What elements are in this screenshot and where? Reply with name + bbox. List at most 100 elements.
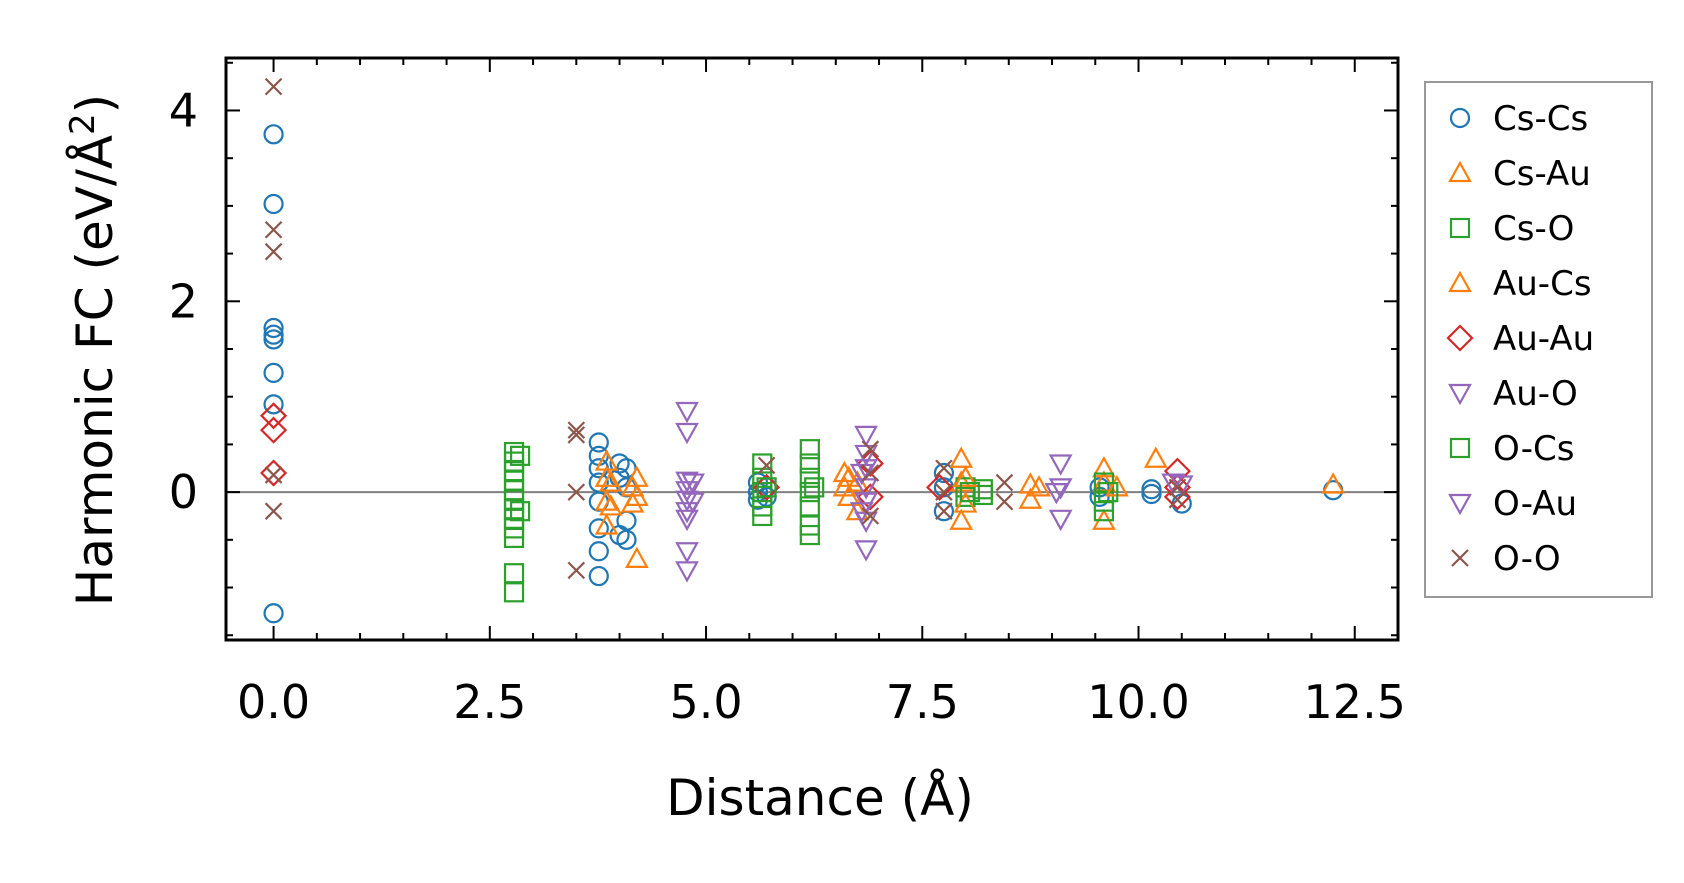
data-point xyxy=(926,473,954,501)
legend-marker xyxy=(1448,493,1472,516)
data-point xyxy=(588,432,609,453)
legend-item: Cs-Cs xyxy=(1449,99,1588,139)
legend-label: O-O xyxy=(1493,539,1561,579)
data-point xyxy=(799,439,820,460)
legend-marker xyxy=(1448,160,1472,183)
data-point xyxy=(1163,457,1191,485)
series-cs-au xyxy=(594,446,1345,569)
data-point xyxy=(616,529,637,550)
legend-marker xyxy=(1448,270,1472,293)
y-tick-label: 2 xyxy=(169,274,198,328)
data-point xyxy=(861,464,880,482)
legend-item: Au-O xyxy=(1448,374,1578,414)
legend: Cs-Cs Cs-Au Cs-O Au-Cs Au-Au Au-O O-Cs O-Au O-O xyxy=(1424,81,1653,598)
data-point xyxy=(567,421,586,439)
data-point xyxy=(854,425,878,448)
data-point xyxy=(752,505,773,527)
legend-item: O-Cs xyxy=(1449,429,1574,469)
series-cs-o xyxy=(503,439,1115,603)
data-point xyxy=(757,456,776,475)
data-point xyxy=(263,362,284,383)
x-tick-label: 5.0 xyxy=(669,675,742,729)
data-point xyxy=(594,465,619,487)
data-point xyxy=(1044,483,1069,505)
data-point xyxy=(933,462,955,484)
data-point xyxy=(588,565,609,587)
x-tick-label: 0.0 xyxy=(237,675,310,729)
legend-item: Cs-O xyxy=(1449,209,1574,249)
plot-frame xyxy=(224,56,1400,642)
legend-label: Cs-Cs xyxy=(1493,99,1588,139)
data-point xyxy=(1161,473,1185,495)
data-point xyxy=(260,402,288,430)
data-point xyxy=(263,193,284,215)
data-point xyxy=(861,440,880,458)
data-point xyxy=(620,491,645,513)
data-point xyxy=(854,540,878,562)
data-point xyxy=(264,77,283,96)
data-point xyxy=(1027,475,1051,497)
data-point xyxy=(1098,482,1119,503)
data-point xyxy=(1048,454,1073,476)
data-point xyxy=(594,489,619,511)
data-point xyxy=(263,124,284,145)
data-point xyxy=(959,482,980,503)
legend-item: O-Au xyxy=(1448,484,1577,524)
data-point xyxy=(995,492,1014,511)
data-point xyxy=(260,459,288,487)
data-point xyxy=(799,524,820,546)
legend-label: Au-Au xyxy=(1493,319,1594,359)
data-point xyxy=(567,561,586,580)
data-point xyxy=(567,483,586,501)
data-point xyxy=(972,484,993,506)
legend-item: Au-Au xyxy=(1446,319,1594,359)
data-point xyxy=(594,513,619,535)
x-axis-title: Distance (Å) xyxy=(666,769,974,827)
data-point xyxy=(675,401,699,424)
data-point xyxy=(264,502,283,520)
legend-label: O-Cs xyxy=(1493,429,1574,469)
x-tick-label: 10.0 xyxy=(1087,675,1189,729)
data-point xyxy=(264,220,283,239)
legend-label: Au-O xyxy=(1493,374,1578,414)
data-point xyxy=(752,482,773,503)
data-point xyxy=(953,491,978,513)
data-point xyxy=(263,394,284,415)
legend-label: Cs-O xyxy=(1493,209,1574,249)
data-point xyxy=(949,508,974,530)
legend-item: Cs-Au xyxy=(1448,154,1591,194)
data-point xyxy=(1141,483,1162,505)
data-point xyxy=(1141,479,1162,500)
data-point xyxy=(804,477,825,498)
data-point xyxy=(854,459,878,481)
data-point xyxy=(1048,509,1073,532)
x-tick-label: 2.5 xyxy=(453,675,526,729)
data-point xyxy=(503,527,525,549)
data-point xyxy=(509,501,531,522)
data-point xyxy=(752,453,773,474)
legend-label: Cs-Au xyxy=(1493,154,1591,194)
data-point xyxy=(756,477,777,498)
data-point xyxy=(263,317,284,339)
series-cs-cs xyxy=(263,124,1344,624)
data-point xyxy=(1168,490,1187,509)
data-point xyxy=(675,502,699,524)
data-point xyxy=(681,473,705,495)
data-point xyxy=(263,324,284,345)
data-point xyxy=(675,509,699,532)
data-point xyxy=(933,501,955,522)
data-point xyxy=(675,542,699,564)
y-tick-label: 0 xyxy=(169,465,198,519)
data-point xyxy=(503,563,525,584)
data-point xyxy=(263,603,284,624)
data-point xyxy=(675,561,699,583)
x-tick-label: 12.5 xyxy=(1304,675,1406,729)
legend-marker xyxy=(1449,217,1471,239)
legend-label: Au-Cs xyxy=(1493,264,1592,304)
data-point xyxy=(935,502,953,520)
legend-label: O-Au xyxy=(1493,484,1577,524)
data-point xyxy=(832,460,857,483)
data-point xyxy=(935,459,953,478)
data-point xyxy=(799,453,820,474)
